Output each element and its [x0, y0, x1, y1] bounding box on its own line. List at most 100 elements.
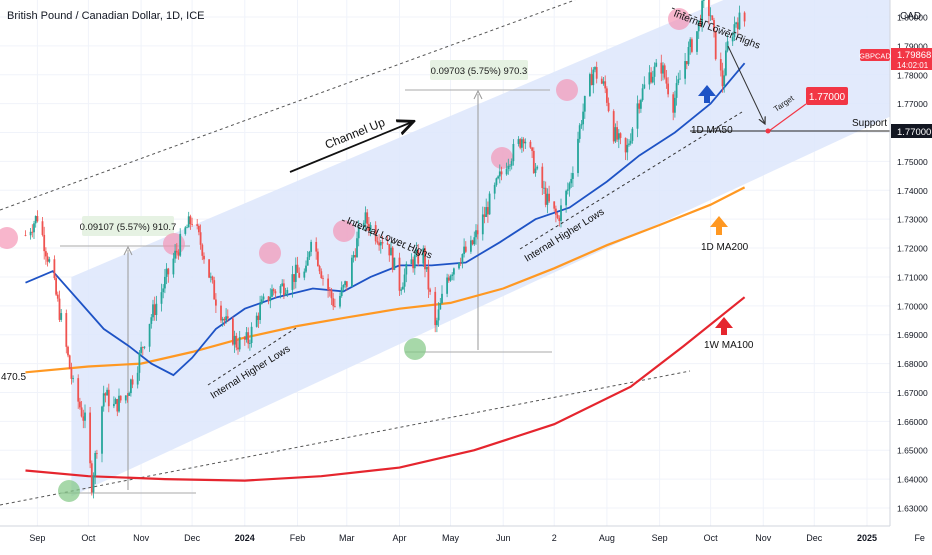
candle-body[interactable] — [191, 224, 193, 225]
candle-body[interactable] — [410, 259, 413, 264]
candle-body[interactable] — [80, 407, 83, 417]
candle-body[interactable] — [655, 62, 658, 67]
candle-body[interactable] — [136, 372, 139, 385]
candle-body[interactable] — [524, 141, 527, 144]
measure-tool-1[interactable]: 0.09107 (5.57%) 910.7 — [60, 216, 196, 494]
candle-body[interactable] — [437, 309, 440, 321]
candle-body[interactable] — [327, 278, 329, 291]
candle-body[interactable] — [328, 290, 331, 291]
candle-body[interactable] — [58, 298, 61, 320]
candle-body[interactable] — [286, 290, 289, 294]
candle-body[interactable] — [689, 39, 692, 48]
candle-body[interactable] — [72, 378, 74, 379]
candle-body[interactable] — [177, 252, 180, 256]
candle-body[interactable] — [543, 187, 545, 189]
candle-body[interactable] — [565, 190, 567, 206]
candle-body[interactable] — [199, 232, 202, 245]
candle-body[interactable] — [439, 303, 442, 310]
candle-body[interactable] — [592, 69, 595, 86]
candle-body[interactable] — [243, 337, 246, 340]
candle-body[interactable] — [269, 296, 272, 302]
candle-body[interactable] — [532, 150, 535, 174]
candle-body[interactable] — [505, 169, 508, 175]
candle-body[interactable] — [155, 303, 158, 316]
candle-body[interactable] — [237, 347, 239, 350]
candle-body[interactable] — [519, 139, 522, 148]
candle-body[interactable] — [459, 262, 462, 264]
candle-body[interactable] — [45, 251, 47, 257]
candle-body[interactable] — [713, 20, 715, 31]
candle-body[interactable] — [470, 240, 472, 252]
candle-body[interactable] — [223, 318, 226, 321]
candle-body[interactable] — [721, 70, 724, 87]
candle-body[interactable] — [529, 141, 532, 148]
candle-body[interactable] — [257, 315, 260, 320]
candle-body[interactable] — [34, 216, 37, 224]
candle-body[interactable] — [735, 22, 737, 25]
candle-body[interactable] — [582, 111, 584, 125]
candle-body[interactable] — [272, 289, 275, 292]
price-axis[interactable] — [890, 0, 932, 550]
candle-body[interactable] — [315, 241, 318, 252]
candle-body[interactable] — [381, 242, 384, 244]
candle-body[interactable] — [566, 189, 569, 191]
candle-body[interactable] — [334, 306, 336, 308]
candle-body[interactable] — [82, 416, 85, 421]
candle-body[interactable] — [79, 401, 81, 408]
candle-body[interactable] — [24, 235, 27, 236]
candle-body[interactable] — [553, 201, 556, 209]
candle-body[interactable] — [293, 274, 295, 282]
candle-body[interactable] — [209, 276, 212, 278]
candle-body[interactable] — [522, 139, 525, 144]
candle-body[interactable] — [356, 238, 358, 258]
candle-body[interactable] — [577, 138, 579, 174]
candle-body[interactable] — [274, 291, 277, 294]
candle-body[interactable] — [536, 166, 539, 169]
candle-body[interactable] — [512, 143, 515, 162]
candle-body[interactable] — [424, 248, 426, 270]
candle-body[interactable] — [699, 20, 702, 26]
candle-body[interactable] — [679, 78, 681, 80]
candle-body[interactable] — [84, 412, 86, 421]
candle-body[interactable] — [296, 264, 299, 273]
candle-body[interactable] — [322, 278, 324, 279]
candle-body[interactable] — [342, 285, 345, 288]
candle-body[interactable] — [116, 399, 119, 412]
candle-body[interactable] — [281, 283, 284, 286]
candle-body[interactable] — [150, 317, 153, 324]
candle-body[interactable] — [461, 254, 464, 264]
candle-body[interactable] — [626, 144, 629, 153]
candle-body[interactable] — [138, 352, 141, 373]
candle-body[interactable] — [70, 368, 73, 379]
candle-body[interactable] — [378, 242, 380, 246]
candle-body[interactable] — [60, 313, 63, 320]
candle-body[interactable] — [250, 326, 253, 344]
candle-body[interactable] — [417, 249, 420, 264]
candle-body[interactable] — [284, 293, 287, 295]
candle-body[interactable] — [310, 241, 312, 252]
candle-body[interactable] — [332, 298, 335, 307]
candle-body[interactable] — [723, 75, 726, 87]
candle-body[interactable] — [308, 251, 311, 258]
candle-body[interactable] — [119, 395, 122, 401]
candle-body[interactable] — [517, 139, 520, 144]
candle-body[interactable] — [96, 453, 98, 454]
candle-body[interactable] — [653, 66, 656, 77]
candle-body[interactable] — [184, 227, 187, 234]
candle-body[interactable] — [493, 184, 496, 194]
candle-body[interactable] — [458, 262, 460, 269]
candle-body[interactable] — [114, 399, 117, 404]
candle-body[interactable] — [648, 72, 651, 85]
candle-body[interactable] — [510, 161, 513, 166]
candle-body[interactable] — [174, 250, 176, 259]
candle-body[interactable] — [344, 281, 346, 286]
ma-1w-100-line[interactable] — [25, 296, 746, 482]
candle-body[interactable] — [186, 227, 188, 229]
candle-body[interactable] — [90, 463, 93, 493]
candle-body[interactable] — [271, 289, 273, 297]
candle-body[interactable] — [198, 225, 200, 233]
candle-body[interactable] — [531, 147, 533, 151]
candle-body[interactable] — [41, 221, 44, 235]
candle-body[interactable] — [568, 183, 571, 190]
candle-body[interactable] — [68, 355, 71, 369]
